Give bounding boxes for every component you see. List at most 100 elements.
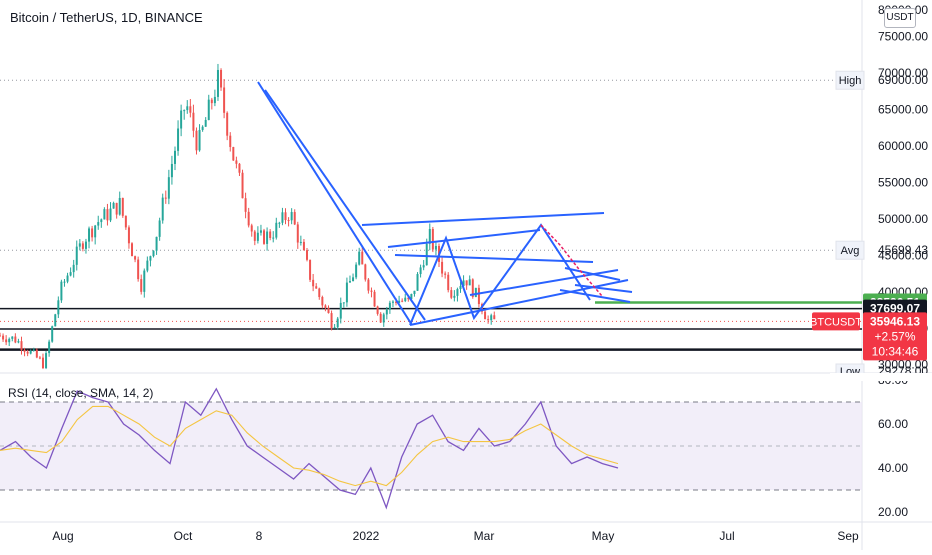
candle-body [352, 277, 355, 282]
candle-body [250, 225, 253, 232]
candle-body [232, 147, 235, 161]
avg-value-label: 45699.43 [878, 243, 928, 257]
projection-line[interactable] [540, 224, 603, 297]
candle-body [60, 281, 63, 301]
candle-body [361, 251, 364, 265]
candle-body [493, 315, 496, 320]
time-axis-tick-label: Sep [837, 529, 859, 543]
candle-body [149, 256, 152, 261]
candle-body [422, 265, 425, 268]
candle-body [447, 274, 450, 291]
candle-body [170, 163, 173, 178]
price-axis-tick-label: 30000.00 [878, 358, 928, 372]
currency-unit-badge[interactable]: USDT [884, 8, 916, 28]
candle-body [198, 129, 201, 151]
trend-line[interactable] [387, 229, 541, 248]
candle-body [213, 96, 216, 104]
candle-body [100, 219, 103, 223]
trend-line[interactable] [574, 284, 633, 293]
candle-body [401, 300, 404, 302]
trend-line[interactable] [394, 254, 594, 263]
price-axis-tick-label: 45000.00 [878, 248, 928, 262]
candle-body [247, 211, 250, 226]
bar-countdown-label: 10:34:46 [872, 344, 919, 358]
candle-body [115, 202, 118, 215]
candle-body [364, 264, 367, 280]
candle-body [306, 250, 308, 260]
rsi-line[interactable] [0, 387, 619, 510]
current-price-label: 35946.13 [870, 314, 920, 328]
candle-body [84, 241, 87, 249]
candle-body [459, 285, 462, 290]
high-tag: High [839, 75, 862, 87]
candle-body [484, 311, 487, 320]
candle-body [395, 301, 398, 303]
trend-line[interactable] [564, 267, 621, 281]
candle-body [51, 326, 54, 342]
candle-body [410, 294, 413, 300]
rsi-ma-line[interactable] [0, 405, 619, 487]
candle-body [161, 197, 164, 221]
candle-body [345, 282, 348, 303]
trend-line[interactable] [264, 89, 426, 321]
chart-title: Bitcoin / TetherUS, 1D, BINANCE [10, 10, 203, 25]
price-axis-tick-label: 60000.00 [878, 139, 928, 153]
candle-body [379, 313, 382, 323]
price-axis-tick-label: 55000.00 [878, 175, 928, 189]
candle-body [431, 229, 434, 250]
trend-line[interactable] [257, 81, 413, 326]
candle-body [333, 327, 336, 329]
candle-body [284, 212, 287, 221]
trend-line[interactable] [361, 212, 605, 226]
candle-body [272, 237, 275, 239]
candle-body [416, 274, 419, 291]
candle-body [155, 236, 158, 251]
candle-body [302, 241, 305, 251]
candle-body [281, 212, 284, 223]
candle-body [177, 128, 180, 151]
candle-body [112, 202, 115, 209]
candle-body [238, 163, 241, 173]
candle-body [201, 126, 204, 130]
candle-body [48, 341, 51, 354]
candle-body [2, 335, 5, 340]
candle-body [428, 229, 431, 244]
candle-body [137, 259, 140, 280]
trend-line[interactable] [559, 289, 631, 303]
candle-body [269, 231, 272, 239]
candle-body [54, 314, 57, 327]
rsi-indicator-title[interactable]: RSI (14, close, SMA, 14, 2) [8, 386, 154, 400]
candle-body [26, 351, 29, 354]
candle-body [404, 297, 407, 301]
candle-body [398, 300, 401, 303]
candle-body [66, 275, 69, 282]
candle-body [441, 261, 444, 274]
candle-body [121, 197, 124, 216]
candle-body [57, 300, 60, 315]
candle-body [192, 112, 195, 131]
candle-body [339, 302, 342, 319]
candle-body [278, 222, 281, 224]
candle-body [468, 279, 471, 286]
zigzag-pattern[interactable] [409, 223, 591, 326]
candle-body [434, 245, 437, 250]
current-price-box [863, 312, 927, 361]
time-axis-tick-label: 2022 [353, 529, 380, 543]
candle-body [72, 264, 75, 273]
candle-body [263, 230, 266, 244]
avg-tag-bg [835, 240, 865, 260]
candle-body [244, 198, 247, 212]
candle-body [17, 341, 20, 343]
candle-body [370, 290, 373, 292]
candle-body [444, 273, 447, 275]
time-axis-tick-label: May [592, 529, 615, 543]
candle-body [146, 260, 149, 271]
current-change-label: +2.57% [874, 329, 915, 343]
candle-body [256, 232, 259, 241]
candle-body [69, 272, 72, 276]
candle-body [186, 106, 189, 111]
candle-body [456, 289, 459, 296]
candle-body [287, 220, 290, 222]
